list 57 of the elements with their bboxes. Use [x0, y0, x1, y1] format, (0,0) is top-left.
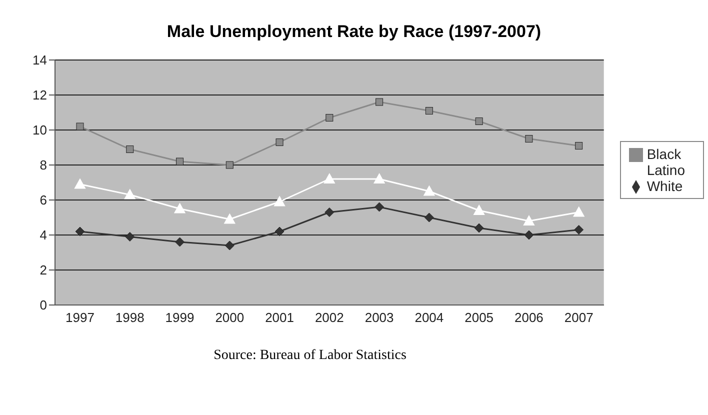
y-tick-label: 14: [32, 52, 47, 68]
point: [324, 208, 334, 217]
point: [524, 230, 534, 240]
point: [326, 114, 334, 122]
point: [226, 161, 234, 169]
point: [76, 122, 84, 130]
point: [126, 146, 134, 153]
y-tick-label: 10: [32, 122, 47, 138]
point: [176, 158, 184, 166]
y-tick-label: 4: [40, 228, 47, 243]
legend-label: White: [646, 178, 683, 194]
point: [274, 226, 284, 236]
point: [376, 98, 384, 106]
y-tick-label: 2: [40, 262, 47, 278]
x-tick-label: 2001: [265, 310, 294, 326]
x-tick-label: 1997: [66, 310, 94, 326]
point: [74, 178, 86, 189]
point: [374, 202, 384, 212]
x-tick-label: 2005: [464, 310, 494, 326]
point: [474, 223, 484, 233]
y-tick-label: 8: [40, 158, 47, 173]
point: [575, 142, 583, 150]
point: [324, 174, 335, 184]
text: Latino: [646, 162, 685, 178]
point: [75, 226, 85, 236]
x-tick-label: 2002: [314, 310, 344, 326]
x-tick-label: 2000: [215, 310, 244, 326]
point: [274, 196, 286, 206]
point: [474, 205, 485, 215]
x-tick-label: 2006: [514, 310, 544, 326]
source-note: Source: Bureau of Labor Statistics: [212, 348, 408, 364]
y-tick-label: 12: [32, 88, 47, 103]
y-tick-label: 6: [40, 192, 47, 208]
point: [124, 189, 136, 200]
point: [574, 225, 584, 234]
point: [224, 240, 234, 250]
x-tick-label: 2003: [364, 310, 394, 326]
point: [175, 237, 185, 247]
chart-title: Male Unemployment Rate by Race (1997-2007): [166, 22, 542, 42]
x-tick-label: 2004: [414, 310, 444, 326]
point: [276, 138, 284, 146]
point: [224, 214, 236, 224]
point: [374, 174, 385, 184]
point: [525, 135, 533, 142]
point: [424, 186, 435, 196]
x-tick-label: 1999: [165, 310, 194, 326]
legend-label: Black: [646, 146, 682, 162]
point: [523, 216, 534, 226]
point: [425, 107, 433, 114]
point: [125, 232, 135, 242]
point: [475, 118, 483, 125]
point: [573, 206, 584, 217]
point: [174, 203, 186, 214]
y-tick-label: 0: [40, 298, 47, 313]
x-tick-label: 2007: [564, 310, 594, 326]
x-tick-label: 1998: [115, 310, 144, 326]
point: [424, 212, 434, 222]
